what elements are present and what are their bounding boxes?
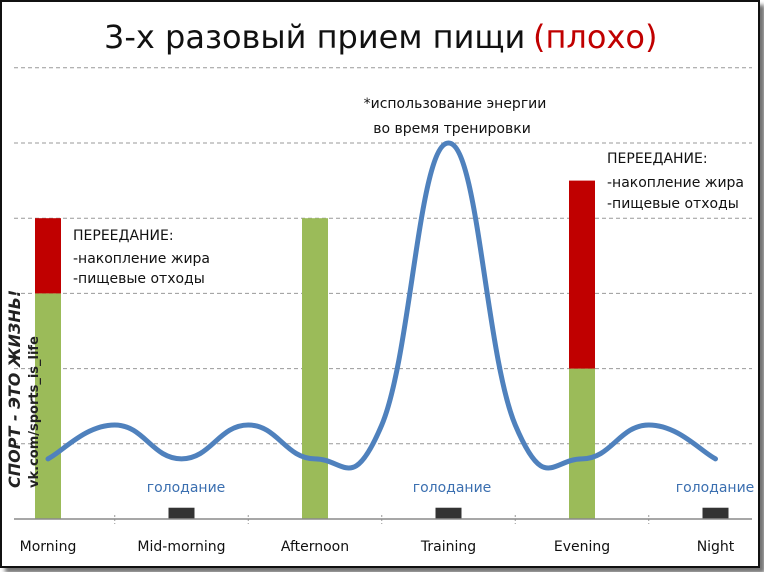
x-tick-label: Evening [554, 539, 610, 555]
x-tick-label: Training [420, 539, 476, 555]
x-tick-label: Mid-morning [137, 539, 225, 555]
chart-title-note: (плохо) [533, 18, 657, 56]
fasting-marker [435, 507, 462, 519]
watermark-line-2: vk.com/sports_is_life [27, 336, 42, 488]
bar-overeat [35, 218, 61, 294]
watermark-line-1: СПОРТ - ЭТО ЖИЗНЬ! [5, 290, 24, 488]
overeat-morning-item-1: -накопление жира [73, 251, 210, 267]
bars [35, 180, 729, 519]
x-axis-ticks: Morning Mid-morning Afternoon Training Eveni… [20, 539, 735, 555]
fasting-marker [702, 507, 729, 519]
chart-title: 3-х разовый прием пищи [104, 18, 525, 56]
bar-base [569, 368, 595, 519]
overeat-morning-title: ПЕРЕЕДАНИЕ: [73, 228, 174, 244]
energy-curve-line [45, 140, 718, 471]
fasting-label-training: голодание [413, 480, 492, 496]
fasting-marker [168, 507, 195, 519]
bar-overeat [569, 180, 595, 369]
training-note-line-1: *использование энергии [364, 96, 547, 112]
bar-base [302, 218, 328, 519]
overeat-evening-item-1: -накопление жира [607, 175, 744, 191]
overeat-evening-item-2: -пищевые отходы [607, 196, 739, 212]
overeat-evening-title: ПЕРЕЕДАНИЕ: [607, 151, 708, 167]
training-note-line-2: во время тренировки [373, 121, 531, 137]
x-tick-label: Morning [20, 539, 77, 555]
energy-curve [45, 140, 718, 471]
bar-base [35, 293, 61, 519]
x-tick-label: Afternoon [281, 539, 349, 555]
overeat-morning-item-2: -пищевые отходы [73, 271, 205, 287]
x-tick-label: Night [697, 539, 735, 555]
fasting-label-mid-morning: голодание [147, 480, 226, 496]
fasting-label-night: голодание [676, 480, 755, 496]
